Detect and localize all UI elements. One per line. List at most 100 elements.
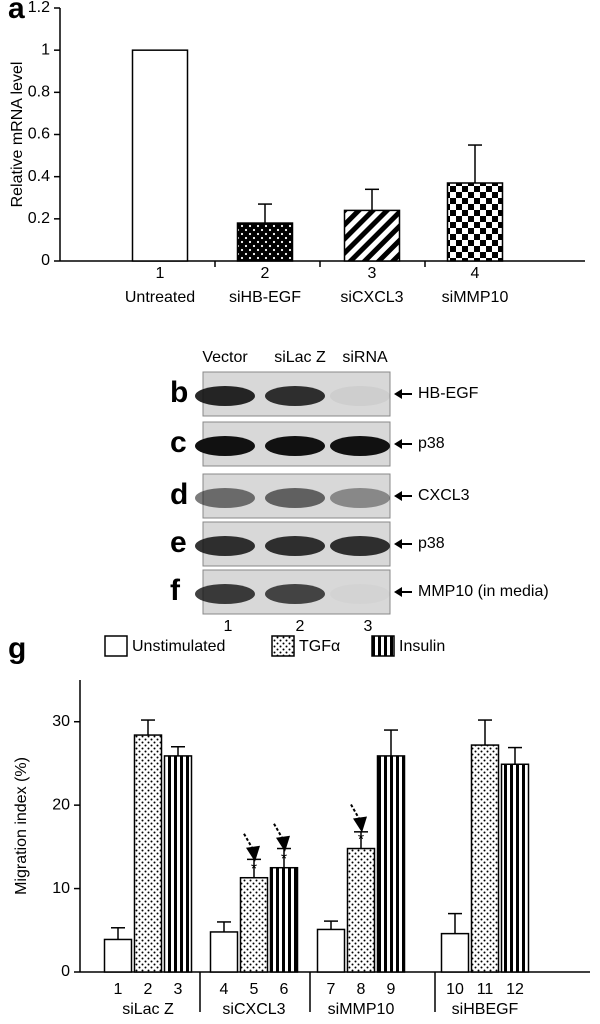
lane-number: 3: [364, 618, 373, 635]
error-bar: [141, 719, 155, 736]
significance: *: [281, 851, 287, 868]
error-bar: [354, 831, 368, 849]
bar: [103, 938, 133, 973]
significance-arrow: [246, 845, 260, 862]
bar: [133, 734, 163, 973]
lane-number: 1: [224, 618, 233, 635]
arrow-head: [394, 439, 402, 449]
bar: [446, 182, 504, 262]
panel-label: d: [170, 478, 188, 511]
blot-band: [265, 436, 325, 456]
arrow-head: [394, 491, 402, 501]
blot-band: [330, 386, 390, 406]
y-tick-label: 30: [52, 713, 70, 730]
bar: [346, 847, 376, 973]
blot-band: [195, 386, 255, 406]
legend-label: TGFα: [299, 638, 340, 655]
error-bar: [478, 719, 492, 746]
x-tick-label: 3: [368, 265, 377, 282]
significance: *: [358, 832, 364, 849]
y-tick-label: 0.4: [28, 168, 50, 185]
y-axis-label: Relative mRNA level: [9, 62, 26, 208]
bar-label: 11: [477, 981, 494, 998]
y-tick-label: 0.2: [28, 210, 50, 227]
y-tick-label: 0: [41, 252, 50, 269]
bar-label: 8: [357, 981, 366, 998]
legend-swatch: [104, 635, 128, 657]
blot-band: [265, 386, 325, 406]
blot-band: [330, 584, 390, 604]
group-label: siCXCL3: [222, 1001, 285, 1018]
bar-label: 3: [174, 981, 183, 998]
blot-band: [265, 488, 325, 508]
bar-label: 1: [114, 981, 123, 998]
legend-swatch: [271, 635, 295, 657]
significance: *: [251, 861, 257, 878]
group-label: siMMP10: [442, 289, 509, 306]
bar: [316, 928, 346, 973]
significance-arrow: [353, 816, 367, 833]
bar-label: 6: [280, 981, 289, 998]
blot-label: p38: [418, 535, 445, 552]
bar: [470, 744, 500, 973]
blot-band: [265, 536, 325, 556]
arrow-head: [394, 539, 402, 549]
bar: [236, 222, 294, 262]
bar: [209, 931, 239, 973]
lane-number: 2: [296, 618, 305, 635]
group-label: siHBEGF: [452, 1001, 519, 1018]
group-label: siHB-EGF: [229, 289, 301, 306]
bar: [239, 876, 269, 973]
bar: [500, 763, 530, 973]
lane-header: siLac Z: [274, 349, 326, 366]
blot-band: [330, 488, 390, 508]
y-tick-label: 1: [41, 41, 50, 58]
lane-header: siRNA: [342, 349, 388, 366]
group-label: siMMP10: [328, 1001, 395, 1018]
blot-label: MMP10 (in media): [418, 583, 549, 600]
error-bar: [365, 188, 379, 211]
lane-header: Vector: [202, 349, 248, 366]
blot-band: [195, 488, 255, 508]
arrow-head: [394, 587, 402, 597]
panel-label: a: [8, 0, 25, 25]
significance-arrow-tail: [273, 823, 283, 839]
blot-label: p38: [418, 435, 445, 452]
group-label: Untreated: [125, 289, 195, 306]
bar: [376, 755, 406, 973]
error-bar: [384, 729, 398, 756]
group-label: siLac Z: [122, 1001, 174, 1018]
bar: [163, 755, 193, 973]
legend-label: Insulin: [399, 638, 445, 655]
error-bar: [324, 920, 338, 930]
panel-label: f: [170, 574, 181, 607]
bar: [343, 209, 401, 262]
error-bar: [217, 921, 231, 932]
blot-band: [195, 584, 255, 604]
bar-label: 7: [327, 981, 336, 998]
bar-label: 12: [506, 981, 524, 998]
blot-band: [265, 584, 325, 604]
bar-label: 4: [220, 981, 229, 998]
y-tick-label: 0: [61, 963, 70, 980]
panel-label: b: [170, 376, 188, 409]
blot-label: HB-EGF: [418, 385, 479, 402]
blot-band: [330, 436, 390, 456]
legend-label: Unstimulated: [132, 638, 225, 655]
bar: [440, 932, 470, 973]
arrow-head: [394, 389, 402, 399]
y-tick-label: 20: [52, 796, 70, 813]
group-label: siCXCL3: [340, 289, 403, 306]
significance-arrow: [276, 835, 290, 852]
y-tick-label: 1.2: [28, 0, 50, 16]
blot-label: CXCL3: [418, 487, 470, 504]
significance-arrow-tail: [350, 804, 360, 820]
error-bar: [111, 927, 125, 940]
y-tick-label: 0.6: [28, 126, 50, 143]
bar-label: 2: [144, 981, 153, 998]
y-axis-label: Migration index (%): [13, 757, 30, 895]
blot-band: [195, 536, 255, 556]
x-tick-label: 1: [156, 265, 165, 282]
panel-label: c: [170, 426, 187, 459]
